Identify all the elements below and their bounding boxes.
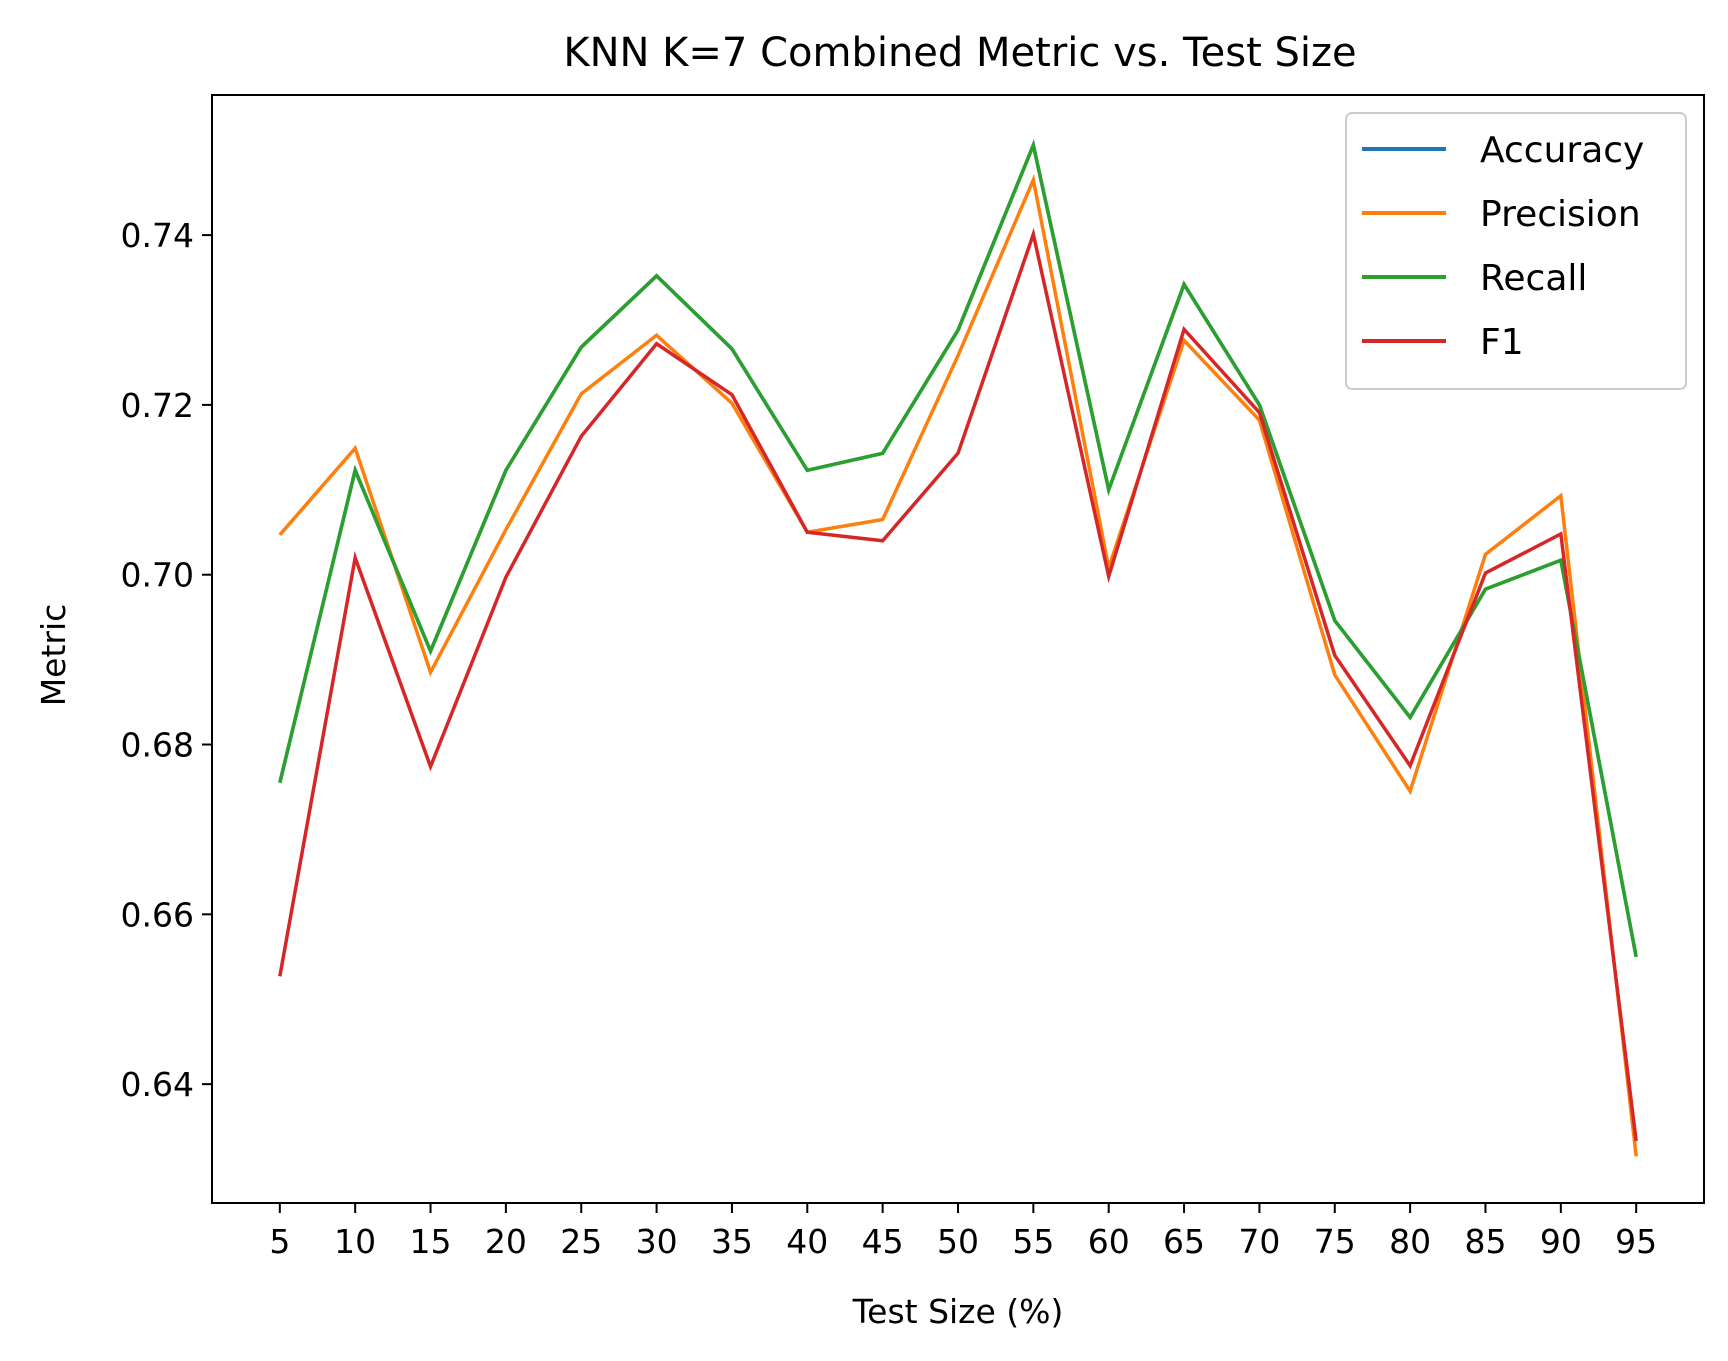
x-tick-label: 15: [410, 1222, 452, 1261]
y-tick-label: 0.66: [121, 895, 194, 934]
legend-label-precision: Precision: [1480, 194, 1641, 235]
x-tick-label: 70: [1238, 1222, 1280, 1261]
chart-title: KNN K=7 Combined Metric vs. Test Size: [563, 30, 1356, 76]
x-tick-label: 85: [1464, 1222, 1506, 1261]
y-axis-label: Metric: [34, 604, 73, 707]
legend: Accuracy Precision Recall F1: [1345, 112, 1687, 390]
x-tick-label: 35: [711, 1222, 753, 1261]
x-tick-label: 50: [937, 1222, 979, 1261]
x-axis-label: Test Size (%): [852, 1292, 1064, 1331]
x-tick-label: 40: [786, 1222, 828, 1261]
legend-label-recall: Recall: [1480, 258, 1587, 299]
x-tick-label: 25: [560, 1222, 602, 1261]
legend-label-accuracy: Accuracy: [1480, 130, 1644, 171]
x-tick-label: 45: [862, 1222, 904, 1261]
series-line-recall: [278, 139, 1638, 958]
series-line-f1: [278, 227, 1638, 1142]
legend-label-f1: F1: [1480, 322, 1524, 363]
x-tick-label: 55: [1012, 1222, 1054, 1261]
y-tick-label: 0.68: [121, 726, 194, 765]
x-tick-label: 95: [1615, 1222, 1657, 1261]
x-tick-label: 30: [636, 1222, 678, 1261]
x-tick-label: 75: [1314, 1222, 1356, 1261]
series-line-precision: [278, 173, 1638, 1157]
x-tick-label: 80: [1389, 1222, 1431, 1261]
x-tick-label: 60: [1088, 1222, 1130, 1261]
y-axis: 0.64 0.66 0.68 0.70 0.72 0.74: [121, 216, 212, 1104]
x-tick-label: 90: [1540, 1222, 1582, 1261]
y-tick-label: 0.70: [121, 556, 194, 595]
y-tick-label: 0.72: [121, 386, 194, 425]
y-tick-label: 0.74: [121, 216, 194, 255]
y-tick-label: 0.64: [121, 1065, 194, 1104]
x-tick-label: 10: [334, 1222, 376, 1261]
legend-box: [1345, 112, 1687, 390]
x-tick-label: 5: [269, 1222, 290, 1261]
plot-area: [278, 139, 1638, 1157]
x-axis: 5 10 15 20 25 30 35 40 45 50 55 60 65 70 75 80 85 90 95: [269, 1203, 1657, 1261]
x-tick-label: 65: [1163, 1222, 1205, 1261]
x-tick-label: 20: [485, 1222, 527, 1261]
